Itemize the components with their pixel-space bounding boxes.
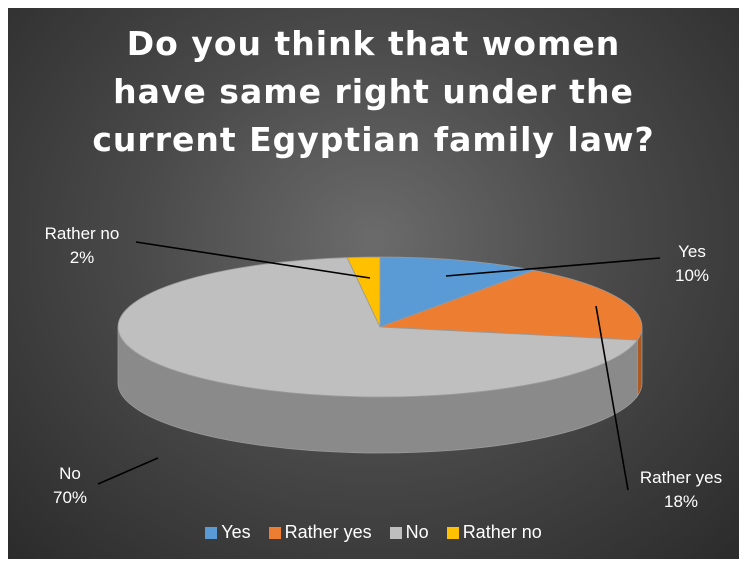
data-label-no: No 70% <box>40 462 100 510</box>
data-label-no-category: No <box>59 464 81 483</box>
data-label-rather-yes: Rather yes 18% <box>626 466 736 514</box>
leader-line-yes <box>445 257 661 277</box>
legend-swatch-rather-no <box>446 526 459 539</box>
legend-item-yes: Yes <box>205 522 251 543</box>
pie-slice-rather-yes <box>379 269 643 341</box>
leader-line-no <box>97 457 159 485</box>
leader-line-rather-no <box>135 241 371 279</box>
legend-label-rather-no: Rather no <box>462 522 542 542</box>
chart-title-line-2: have same right under the <box>113 72 634 111</box>
data-label-no-value: 70% <box>52 488 88 507</box>
data-label-yes: Yes 10% <box>660 240 724 288</box>
chart-title-line-3: current Egyptian family law? <box>92 120 655 159</box>
legend-label-no: No <box>405 522 429 542</box>
data-label-rather-no-category: Rather no <box>44 224 120 243</box>
legend-label-yes: Yes <box>221 522 251 542</box>
legend-item-no: No <box>389 522 429 543</box>
data-label-rather-no: Rather no 2% <box>26 222 138 270</box>
chart-title: Do you think that women have same right … <box>0 20 747 164</box>
legend-swatch-rather-yes <box>268 526 281 539</box>
leader-line-rather-yes <box>595 305 629 491</box>
data-label-yes-category: Yes <box>678 242 706 261</box>
chart-title-line-1: Do you think that women <box>126 24 621 63</box>
data-label-rather-no-value: 2% <box>69 248 95 267</box>
data-label-rather-yes-category: Rather yes <box>639 468 723 487</box>
pie-slice-rather-no <box>346 256 381 328</box>
legend-swatch-no <box>389 526 402 539</box>
pie-slice-no <box>117 257 639 398</box>
chart-legend: Yes Rather yes No Rather no <box>0 522 747 543</box>
legend-swatch-yes <box>205 526 218 539</box>
legend-item-rather-yes: Rather yes <box>268 522 372 543</box>
data-label-rather-yes-value: 18% <box>663 492 699 511</box>
legend-item-rather-no: Rather no <box>446 522 542 543</box>
legend-label-rather-yes: Rather yes <box>284 522 372 542</box>
data-label-yes-value: 10% <box>674 266 710 285</box>
